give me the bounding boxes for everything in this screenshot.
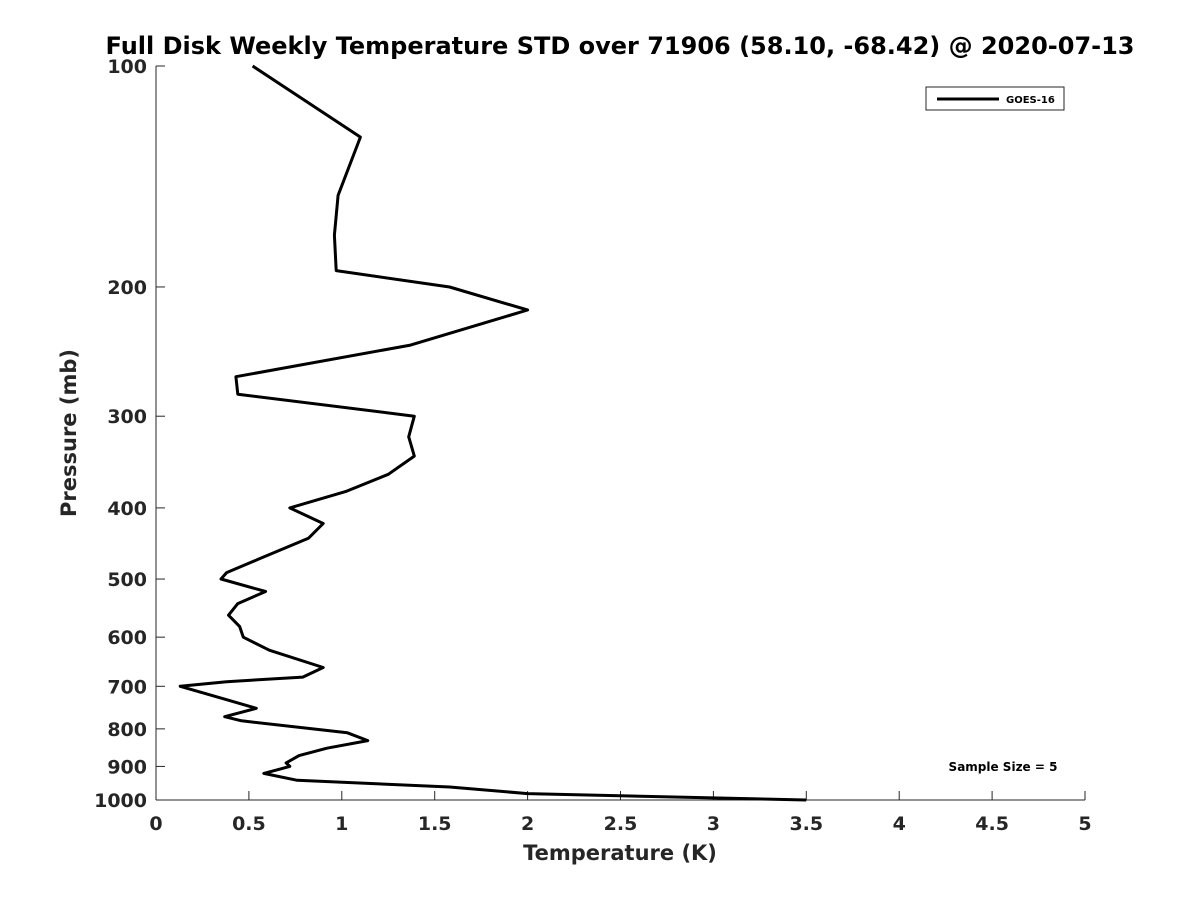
x-ticks: 0 0.5 1 1.5 2 2.5 3 3.5 4 4.5 5 xyxy=(149,791,1092,835)
y-tick-label: 400 xyxy=(107,498,147,520)
x-tick-label: 4 xyxy=(893,813,906,835)
x-tick-label: 4.5 xyxy=(975,813,1009,835)
y-tick-label: 600 xyxy=(107,627,147,649)
y-tick-label: 100 xyxy=(107,56,147,78)
y-tick-label: 500 xyxy=(107,569,147,591)
y-tick-label: 200 xyxy=(107,277,147,299)
series-line-goes16 xyxy=(178,64,807,802)
x-tick-label: 1.5 xyxy=(418,813,452,835)
x-tick-label: 3 xyxy=(707,813,720,835)
sample-size-annotation: Sample Size = 5 xyxy=(949,760,1058,774)
chart-title: Full Disk Weekly Temperature STD over 71… xyxy=(106,32,1135,60)
x-tick-label: 0 xyxy=(149,813,162,835)
plot-area xyxy=(156,66,1085,800)
x-tick-label: 2.5 xyxy=(604,813,638,835)
y-axis-label: Pressure (mb) xyxy=(57,349,81,517)
x-tick-label: 2 xyxy=(521,813,534,835)
x-tick-label: 5 xyxy=(1078,813,1091,835)
y-tick-label: 700 xyxy=(107,676,147,698)
x-axis-label: Temperature (K) xyxy=(523,841,717,865)
y-tick-label: 900 xyxy=(107,756,147,778)
y-tick-label: 300 xyxy=(107,406,147,428)
y-tick-label: 1000 xyxy=(94,790,147,812)
legend-label-goes16: GOES-16 xyxy=(1006,95,1055,106)
x-tick-label: 3.5 xyxy=(789,813,823,835)
x-tick-label: 0.5 xyxy=(232,813,266,835)
legend: GOES-16 xyxy=(925,86,1065,111)
y-tick-label: 800 xyxy=(107,719,147,741)
x-tick-label: 1 xyxy=(335,813,348,835)
y-ticks: 100 200 300 400 500 600 700 800 900 1000 xyxy=(94,56,165,812)
